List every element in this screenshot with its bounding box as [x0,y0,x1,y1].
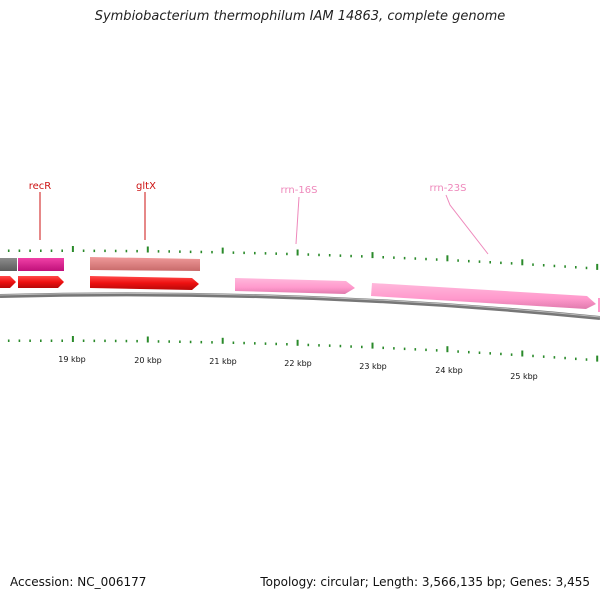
kbp-label-23: 23 kbp [359,362,387,371]
gene-arrow-1 [0,276,16,288]
gene-arrow-3 [90,276,199,290]
gene-label-rrn16S: rrn-16S [281,185,318,196]
genome-backbone [0,292,600,320]
summary-text: Topology: circular; Length: 3,566,135 bp… [260,575,590,589]
kbp-label-24: 24 kbp [435,366,463,375]
gene-block-gltX [90,257,200,271]
gene-arrow-2 [18,276,64,288]
kbp-label-19: 19 kbp [58,355,86,364]
tick-ring-inner [7,336,599,362]
rrna-block-edge [598,298,600,312]
kbp-label-20: 20 kbp [134,356,162,365]
gene-block-grey [0,258,17,271]
gene-block-recR [18,258,64,271]
tick-ring-outer [7,246,599,270]
rrna-arrow-16S [235,278,355,294]
map-title: Symbiobacterium thermophilum IAM 14863, … [94,9,506,24]
gene-label-gltX: gltX [136,181,156,192]
callout-line-rrn16S [295,196,300,245]
kbp-label-22: 22 kbp [284,359,312,368]
callout-line-rrn23S [445,194,489,255]
gene-label-recR: recR [29,181,52,192]
accession-text: Accession: NC_006177 [10,575,147,589]
kbp-label-25: 25 kbp [510,372,538,381]
genome-backbone-highlight [0,292,600,318]
kbp-label-21: 21 kbp [209,357,237,366]
gene-label-rrn23S: rrn-23S [430,183,467,194]
rrna-arrow-23S [371,283,596,309]
